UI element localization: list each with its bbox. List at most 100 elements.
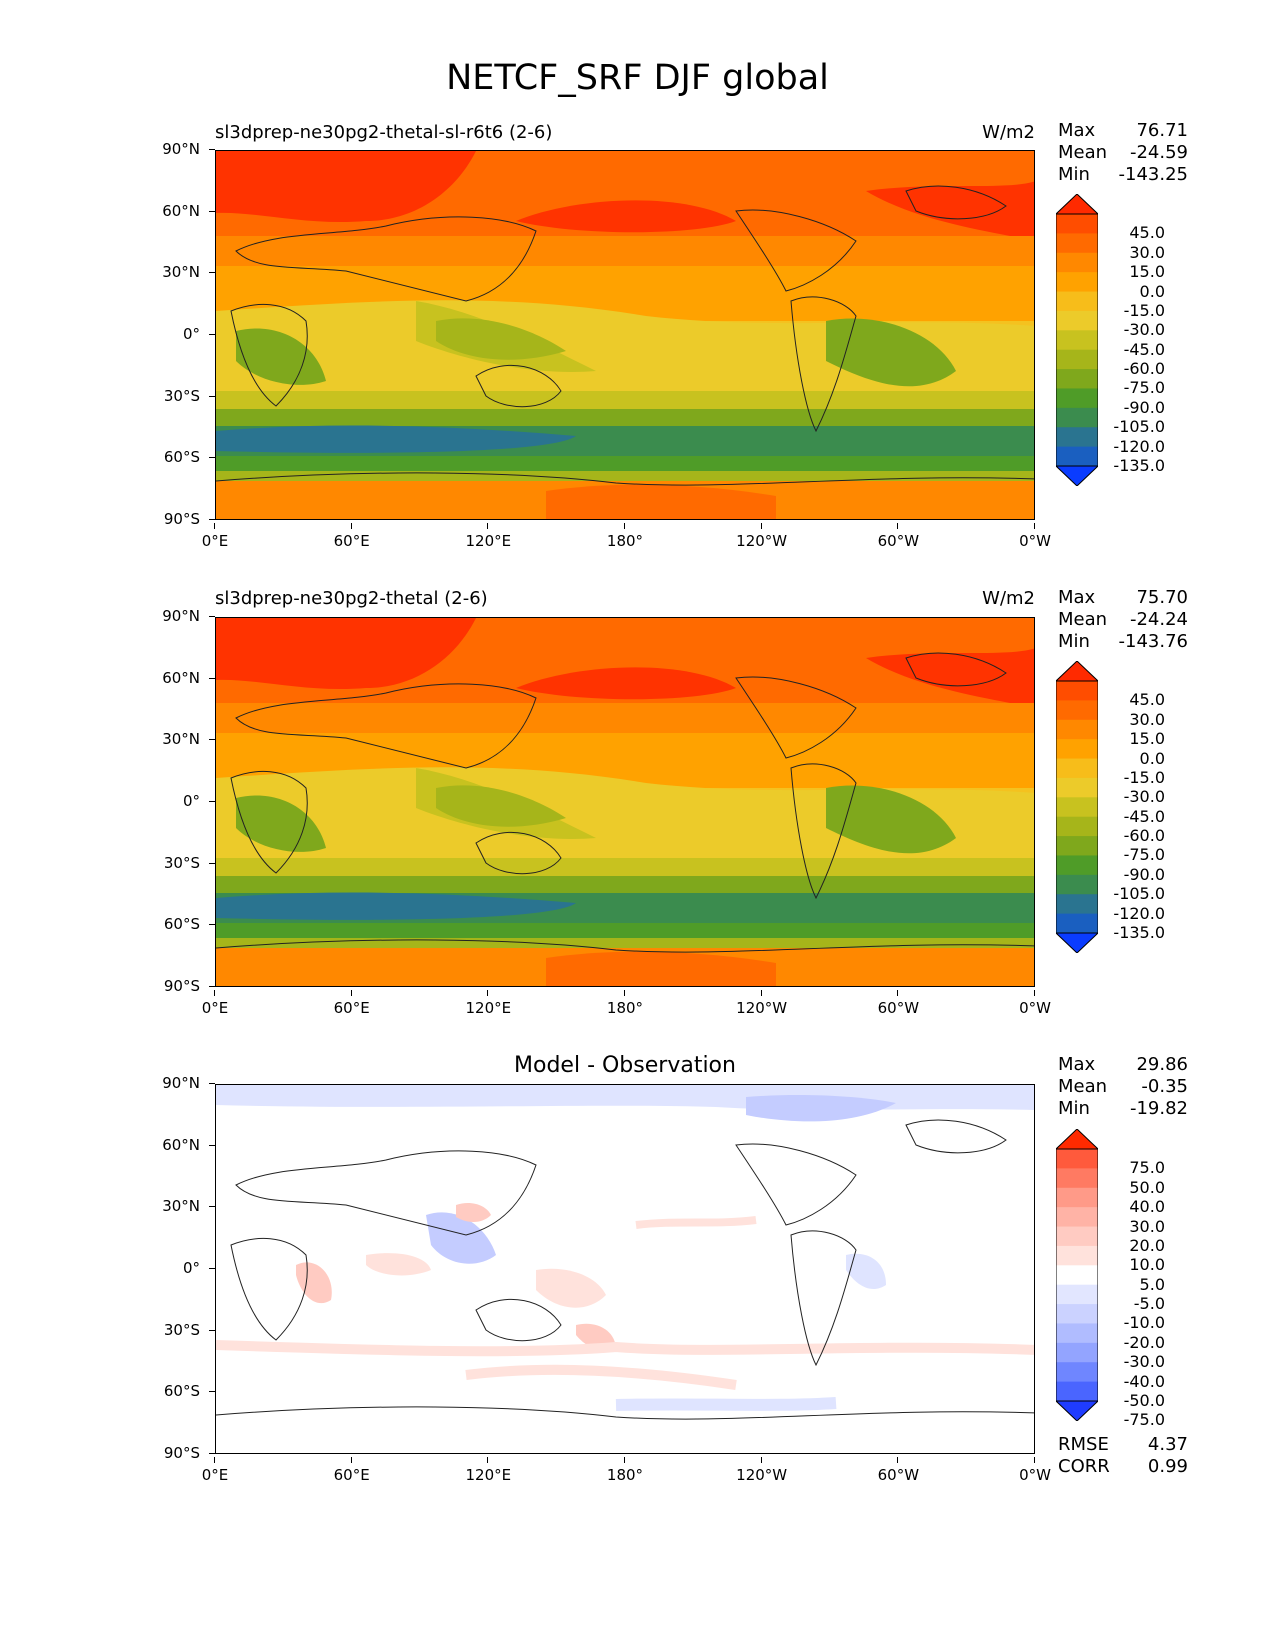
colorbar-segment (1056, 816, 1098, 837)
x-tick-label: 0°E (170, 1457, 260, 1484)
colorbar-segment (1056, 1381, 1098, 1402)
colorbar-segment (1056, 1168, 1098, 1189)
stat-mean: -24.59 (1129, 142, 1188, 163)
x-tick-label: 60°E (307, 1457, 397, 1484)
colorbar-tick-label: -5.0 (1133, 1294, 1165, 1314)
colorbar-segment (1056, 894, 1098, 915)
y-tick-label: 30°S (140, 388, 215, 404)
panel-title: sl3dprep-ne30pg2-thetal-sl-r6t6 (2-6) (215, 122, 553, 143)
rmse-value: 4.37 (1147, 1434, 1188, 1455)
colorbar-segment (1056, 836, 1098, 856)
map-plot (215, 1084, 1035, 1454)
colorbar-extend-bottom (1054, 932, 1100, 954)
colorbar-tick-label: -60.0 (1123, 826, 1165, 846)
x-tick-label: 60°W (853, 523, 943, 550)
colorbar-tick-label: -40.0 (1123, 1371, 1165, 1391)
colorbar (1054, 660, 1100, 954)
colorbar-extend-bottom (1054, 1400, 1100, 1422)
stat-max-label: Max (1058, 1054, 1096, 1075)
x-tick-label: 0°W (990, 1457, 1080, 1484)
x-tick-label: 120°E (443, 523, 533, 550)
y-tick-label: 30°N (140, 265, 215, 280)
y-tick-label: 90°N (140, 609, 215, 624)
colorbar-segment (1056, 1342, 1098, 1363)
map-plot (215, 617, 1035, 987)
colorbar-tick-label: -15.0 (1123, 300, 1165, 320)
colorbar-segment (1056, 1265, 1098, 1286)
colorbar-tick-label: -75.0 (1123, 845, 1165, 865)
colorbar-segment (1056, 233, 1098, 254)
colorbar-tick-label: 45.0 (1129, 690, 1165, 710)
colorbar-tick-label: -120.0 (1113, 903, 1165, 923)
y-tick-label: 30°N (140, 1199, 215, 1214)
colorbar-segment (1056, 252, 1098, 273)
colorbar-segment (1056, 388, 1098, 409)
stat-max-label: Max (1058, 587, 1096, 608)
colorbar-extend-top (1054, 193, 1100, 215)
stat-min: -19.82 (1129, 1098, 1188, 1119)
colorbar-tick-label: 5.0 (1139, 1274, 1165, 1294)
colorbar-segment (1056, 407, 1098, 428)
colorbar-tick-label: 15.0 (1129, 729, 1165, 749)
y-tick-label: 30°N (140, 732, 215, 747)
y-tick-label: 90°N (140, 1076, 215, 1091)
x-tick-label: 120°W (717, 990, 807, 1017)
colorbar-segment (1056, 700, 1098, 721)
x-tick-label: 120°E (443, 990, 533, 1017)
colorbar-tick-label: -60.0 (1123, 359, 1165, 379)
colorbar (1054, 193, 1100, 487)
x-tick-label: 60°E (307, 523, 397, 550)
colorbar-segment (1056, 1226, 1098, 1247)
stat-min-label: Min (1058, 1098, 1090, 1119)
y-tick-label: 0° (140, 327, 215, 342)
colorbar-tick-label: -30.0 (1123, 1352, 1165, 1372)
colorbar-tick-label: 50.0 (1129, 1177, 1165, 1197)
colorbar-segment (1056, 913, 1098, 934)
stat-mean-label: Mean (1058, 1076, 1108, 1097)
stat-min-label: Min (1058, 164, 1090, 185)
colorbar-segment (1056, 1323, 1098, 1344)
x-tick-label: 60°W (853, 990, 943, 1017)
y-tick-label: 60°S (140, 1384, 215, 1399)
colorbar-segment (1056, 349, 1098, 370)
y-tick-label: 60°S (140, 450, 215, 465)
y-tick-label: 0° (140, 1261, 215, 1276)
x-tick-label: 60°E (307, 990, 397, 1017)
x-tick-label: 0°E (170, 523, 260, 550)
x-tick-label: 0°W (990, 523, 1080, 550)
colorbar-segment (1056, 758, 1098, 779)
map-plot (215, 150, 1035, 520)
panel-title: sl3dprep-ne30pg2-thetal (2-6) (215, 588, 488, 609)
x-tick-label: 120°E (443, 1457, 533, 1484)
colorbar-tick-label: -45.0 (1123, 339, 1165, 359)
colorbar-tick-label: -45.0 (1123, 806, 1165, 826)
colorbar-tick-label: 15.0 (1129, 262, 1165, 282)
y-tick-label: 60°N (140, 670, 215, 686)
y-tick-label: 60°N (140, 203, 215, 219)
figure-title: NETCF_SRF DJF global (446, 58, 829, 98)
y-tick-label: 0° (140, 794, 215, 809)
colorbar-segment (1056, 446, 1098, 467)
colorbar-tick-label: 75.0 (1129, 1158, 1165, 1178)
stat-max: 75.70 (1136, 587, 1188, 608)
colorbar-tick-label: 30.0 (1129, 242, 1165, 262)
panel-units: W/m2 (982, 122, 1035, 143)
colorbar-tick-label: 20.0 (1129, 1235, 1165, 1255)
corr-label: CORR (1058, 1456, 1110, 1477)
colorbar-segment (1056, 272, 1098, 293)
y-tick-label: 60°S (140, 917, 215, 932)
colorbar-segment (1056, 855, 1098, 876)
colorbar-segment (1056, 291, 1098, 312)
colorbar-segment (1056, 1245, 1098, 1266)
colorbar-tick-label: -120.0 (1113, 436, 1165, 456)
colorbar-segment (1056, 797, 1098, 818)
colorbar-tick-label: 0.0 (1139, 281, 1165, 301)
stat-min: -143.25 (1118, 164, 1188, 185)
colorbar-extend-top (1054, 660, 1100, 682)
colorbar-extend-top (1054, 1128, 1100, 1150)
colorbar-segment (1056, 1304, 1098, 1324)
x-tick-label: 180° (580, 990, 670, 1017)
colorbar-tick-label: -105.0 (1113, 884, 1165, 904)
colorbar-tick-label: -75.0 (1123, 378, 1165, 398)
y-tick-label: 90°S (140, 512, 215, 527)
